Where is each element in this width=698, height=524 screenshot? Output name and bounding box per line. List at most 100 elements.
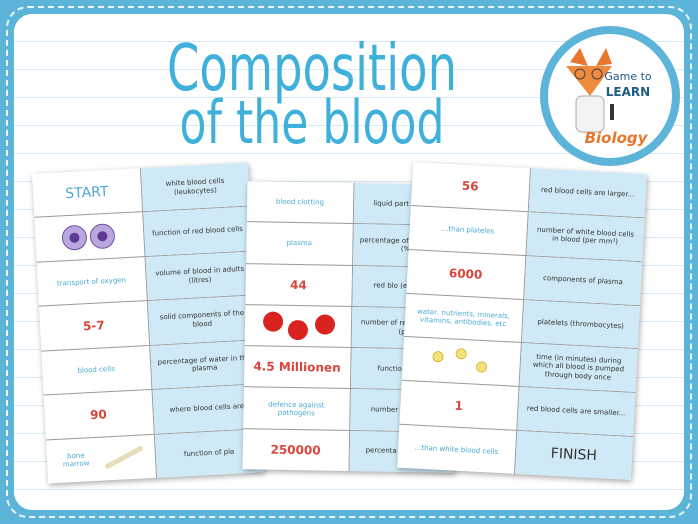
illustration (432, 348, 488, 373)
left-card: 44 (245, 263, 353, 306)
card-text: transport of oxygen (56, 275, 127, 288)
card-text: components of plasma (542, 273, 624, 286)
card-text: volume of blood in adults (litres) (155, 264, 245, 285)
left-card: 6000 (406, 249, 526, 299)
left-card: START (32, 168, 143, 218)
right-card: number of white blood cells in blood (pe… (525, 212, 645, 261)
illustration-part (314, 314, 335, 335)
left-card: 4.5 Millionen (243, 346, 352, 389)
card-text: function of red blood cells (151, 224, 244, 238)
microscope (610, 104, 614, 120)
card-text: blood cells (77, 365, 115, 376)
card-text: 6000 (448, 266, 483, 282)
left-card (244, 304, 352, 348)
right-card: platelets (thrombocytes) (521, 299, 640, 349)
fox-ear (570, 48, 588, 66)
right-card: percentage of water in the plasma (149, 340, 260, 389)
card-text: red blood cells are smaller... (526, 404, 626, 418)
card-text: where blood cells are (169, 402, 245, 415)
right-card: volume of blood in adults (litres) (145, 251, 255, 301)
right-card: components of plasma (523, 255, 643, 305)
card-text: 1 (454, 398, 464, 413)
left-card: bone marrow (45, 434, 157, 484)
right-card: red blood cells are smaller... (516, 387, 636, 437)
left-card (401, 337, 522, 387)
left-card: 1 (399, 381, 520, 431)
right-card: solid components of the blood (147, 295, 257, 345)
left-card (34, 212, 145, 262)
illustration-part (287, 320, 308, 341)
card-text: 90 (89, 407, 108, 422)
card-row: bone marrow function of pla (45, 428, 264, 484)
left-card: 56 (410, 162, 531, 212)
illustration-part (262, 311, 283, 332)
left-card: 250000 (242, 428, 350, 471)
right-card: red blood cells are larger... (528, 168, 647, 218)
card-text: percentage of water in the plasma (157, 353, 252, 374)
logo-text: Game to (604, 70, 652, 83)
left-card: blood cells (41, 345, 152, 395)
card-sheet: START white blood cells (leukocytes) funct… (32, 162, 264, 484)
card-text: white blood cells (leukocytes) (165, 176, 225, 197)
card-text: blood clotting (275, 197, 324, 207)
card-text: water, nutrients, minerals, vitamins, an… (416, 307, 511, 329)
right-card: FINISH (514, 431, 634, 480)
card-row: number of red b in blood (pe (244, 304, 458, 350)
card-sheet: blood clotting liquid part of blood plasma… (242, 181, 460, 473)
card-text: number of white blood cells in blood (pe… (536, 225, 635, 247)
illustration-part (97, 231, 108, 242)
left-card: ...than plateles (408, 205, 529, 255)
fox-head (566, 66, 612, 96)
card-text: bone marrow (62, 451, 90, 469)
right-card: white blood cells (leukocytes) (140, 162, 251, 212)
card-text: START (64, 183, 109, 202)
card-text: plasma (286, 239, 312, 248)
title-line: of the blood (180, 88, 445, 158)
illustration (104, 446, 143, 470)
illustration (61, 223, 115, 251)
card-text: ...than white blood cells (414, 443, 499, 456)
fox-glasses (591, 68, 603, 80)
card-row: function of red blood cells (34, 206, 253, 263)
left-card: ...than white blood cells (397, 424, 517, 474)
left-card: plasma (246, 222, 354, 265)
fox-glasses (574, 68, 586, 80)
card-text: 4.5 Millionen (253, 359, 341, 376)
logo: Game to LEARN Biology (540, 26, 680, 166)
card-text: 250000 (270, 442, 321, 458)
card-text: time (in minutes) during which all blood… (532, 352, 625, 382)
illustration-part (69, 232, 80, 243)
dashed-border (6, 6, 692, 518)
card-text: platelets (thrombocytes) (537, 317, 625, 330)
left-card: blood clotting (246, 181, 355, 224)
illustration-part (104, 446, 143, 470)
card-text: red blood cells are larger... (540, 185, 635, 199)
left-card: defence against pathogens (243, 387, 351, 430)
card-text: 5-7 (82, 318, 106, 334)
illustration-part (476, 361, 488, 373)
title-line: Composition (167, 32, 457, 106)
card-text: 56 (461, 179, 479, 194)
illustration (262, 311, 335, 341)
illustration-part (455, 348, 467, 360)
logo-text: LEARN (606, 85, 650, 99)
fox-ear (596, 48, 612, 66)
left-card: water, nutrients, minerals, vitamins, an… (404, 293, 524, 343)
fox-coat (575, 95, 605, 133)
logo-subject: Biology (585, 129, 649, 147)
right-card: time (in minutes) during which all blood… (519, 343, 638, 393)
card-text: FINISH (550, 445, 598, 464)
left-card: 5-7 (39, 301, 150, 351)
illustration-part (432, 351, 444, 363)
card-text: 44 (289, 277, 307, 292)
card-row: time (in minutes) during which all blood… (401, 337, 638, 394)
card-text: ...than plateles (441, 224, 495, 236)
card-text: function of pla (183, 447, 235, 459)
card-text: solid components of the blood (159, 309, 245, 329)
card-text: defence against pathogens (268, 400, 325, 417)
card-sheet: 56 red blood cells are larger... ...than p… (397, 162, 647, 480)
left-card: 90 (43, 389, 155, 440)
left-card: transport of oxygen (36, 256, 148, 306)
